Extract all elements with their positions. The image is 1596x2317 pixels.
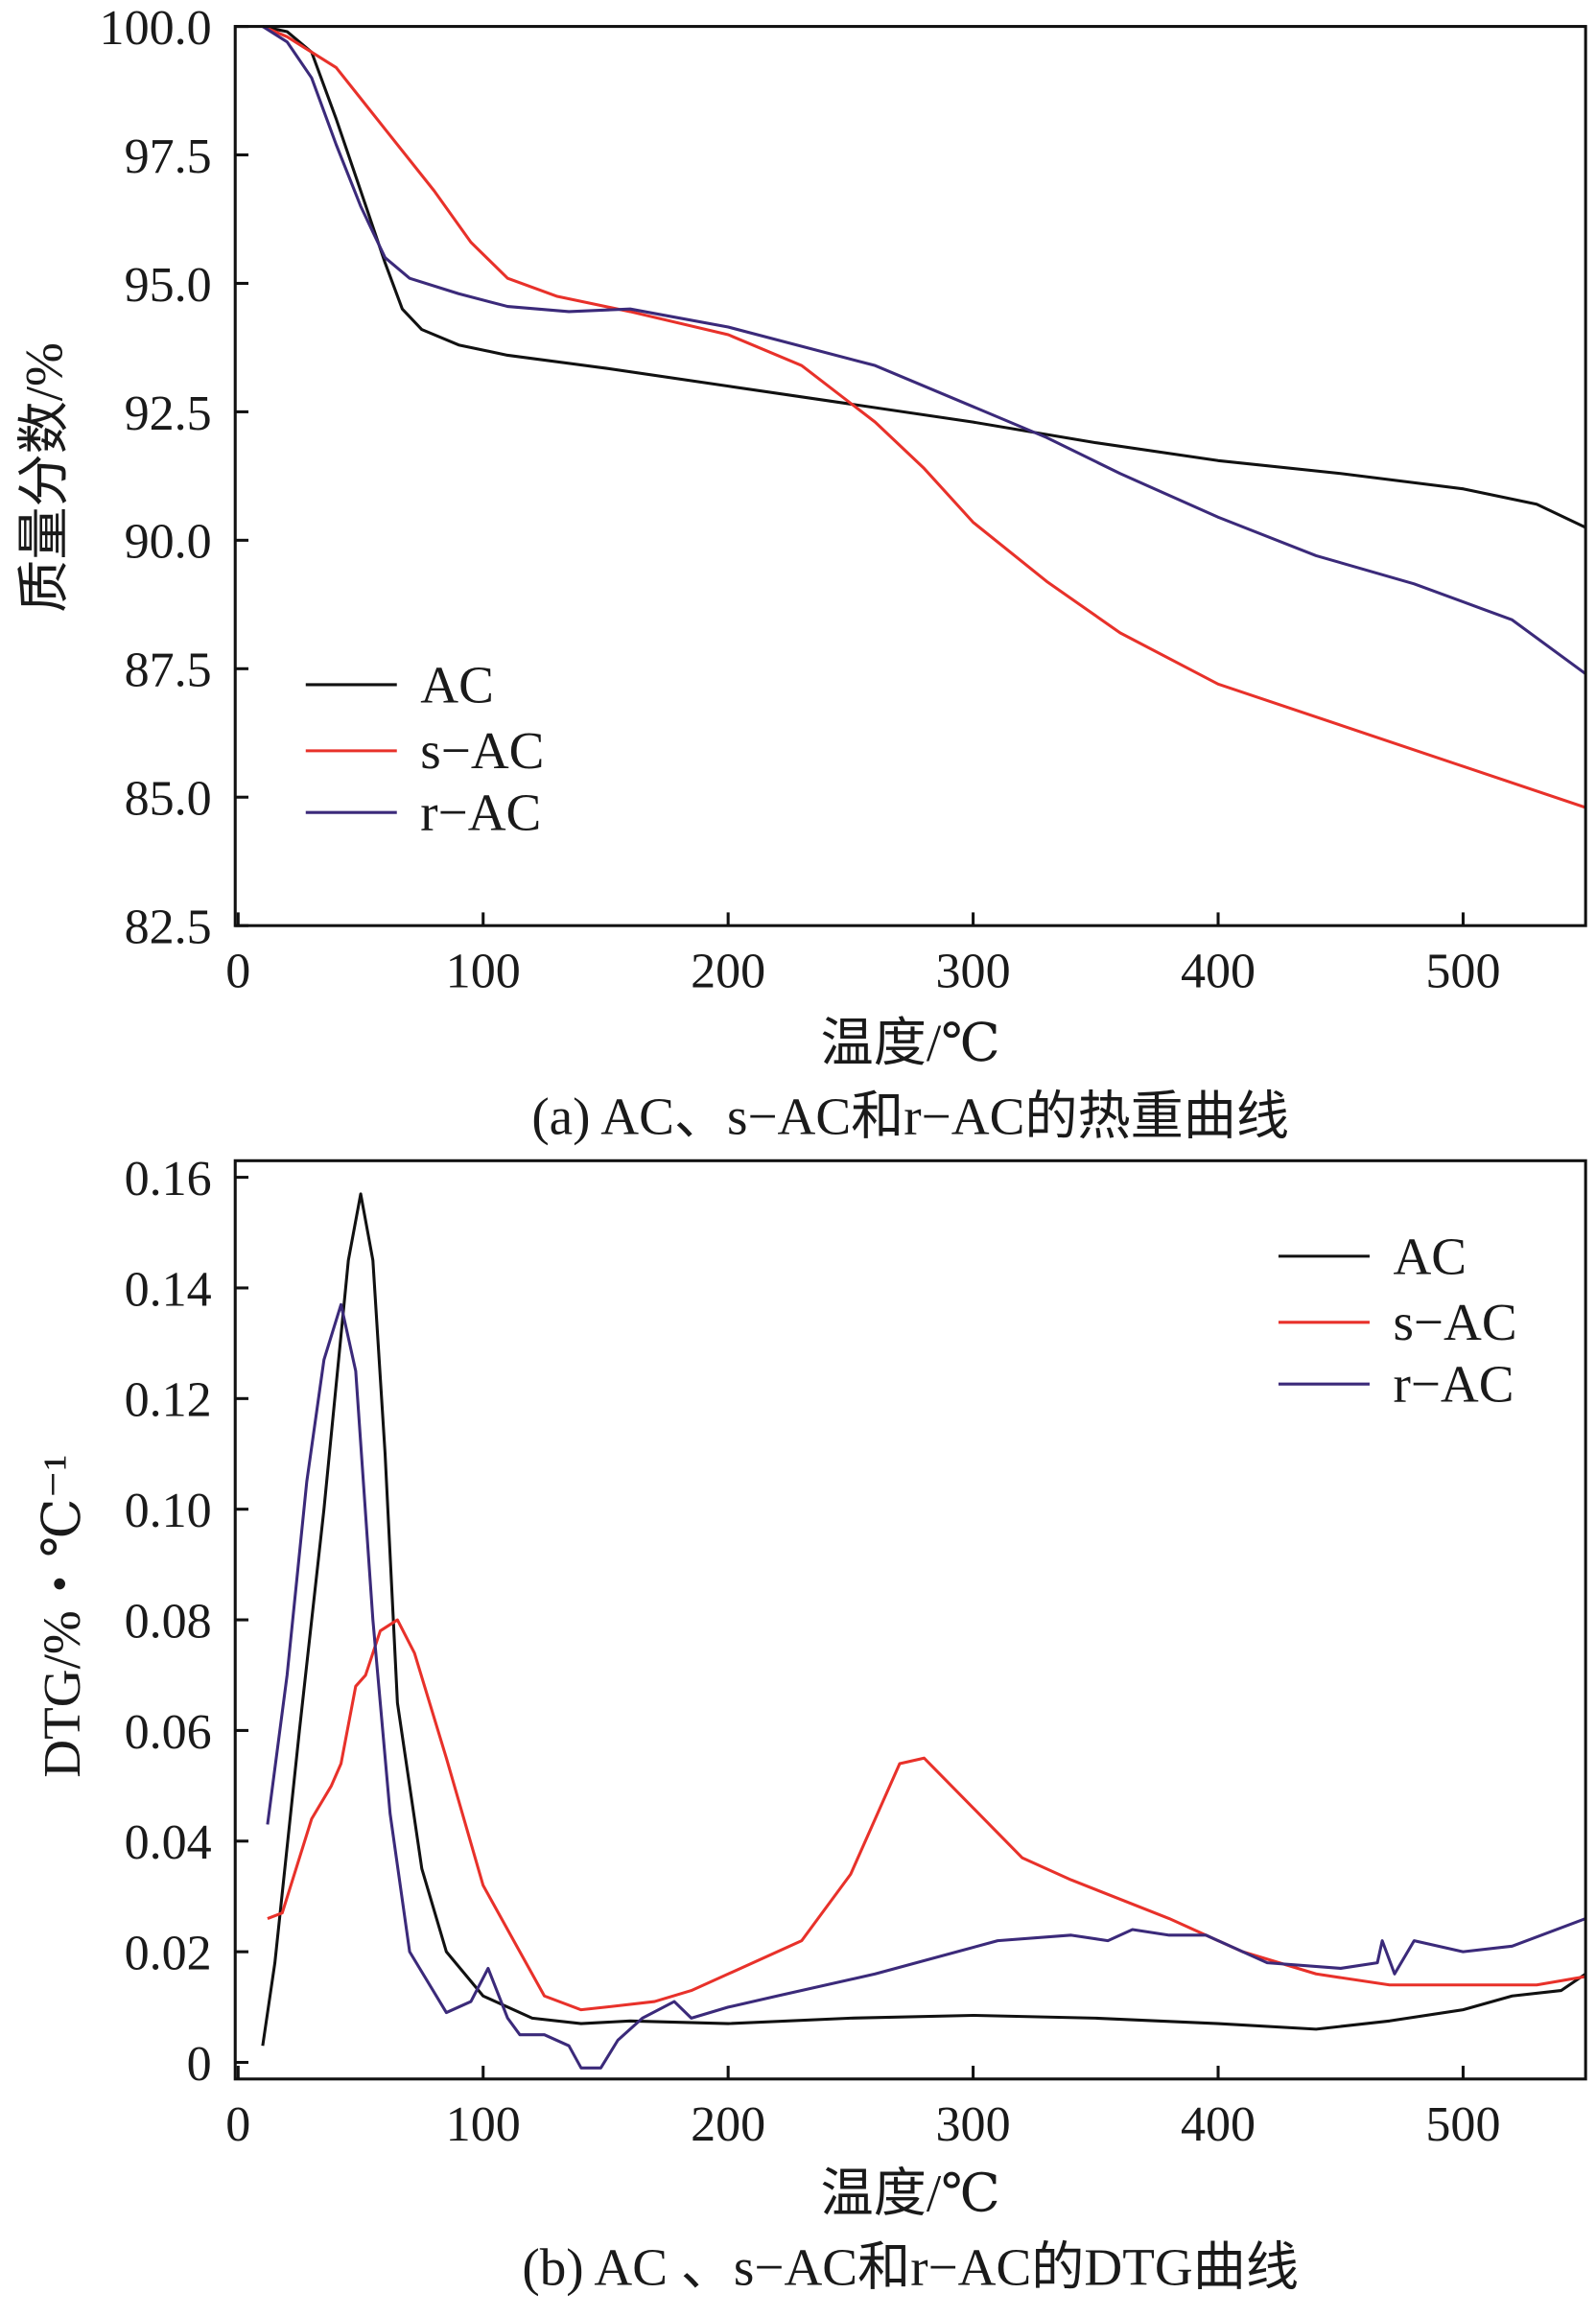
x-tick-label: 100 <box>446 2097 521 2152</box>
series-line-sac <box>262 25 1586 809</box>
y-tick-label: 0.04 <box>125 1815 212 1870</box>
x-tick-label: 500 <box>1425 945 1500 999</box>
y-tick-label: 0 <box>187 2037 212 2092</box>
legend-label: s−AC <box>1393 1293 1516 1351</box>
x-axis-label: 温度/℃ <box>821 1014 1000 1072</box>
legend-label: AC <box>1393 1227 1467 1285</box>
x-tick-label: 0 <box>225 2097 250 2152</box>
x-tick-label: 500 <box>1425 2097 1500 2152</box>
y-axis-label: DTG/%・℃⁻¹ <box>33 1455 91 1778</box>
x-tick-label: 200 <box>691 945 765 999</box>
x-axis-label: 温度/℃ <box>821 2165 1000 2223</box>
x-tick-label: 100 <box>446 945 521 999</box>
series-line-sac <box>267 1618 1586 2012</box>
y-tick-label: 87.5 <box>125 644 212 698</box>
y-tick-label: 92.5 <box>125 386 212 441</box>
y-tick-label: 0.14 <box>125 1262 212 1317</box>
x-tick-label: 300 <box>936 945 1011 999</box>
x-tick-label: 200 <box>691 2097 765 2152</box>
tg-chart: 0 100 200 300 400 500 82.5 85.0 87.5 90.0 92.5 95.0… <box>14 1 1587 1146</box>
x-tick-label: 300 <box>936 2097 1011 2152</box>
y-tick-label: 0.02 <box>125 1927 212 1981</box>
dtg-chart: 0 100 200 300 400 500 0 0.02 0.04 0.06 0.08 0.10 0.1… <box>33 1152 1587 2296</box>
y-tick-label: 0.08 <box>125 1594 212 1649</box>
y-tick-label: 82.5 <box>125 901 212 955</box>
series-line-ac <box>262 25 1586 529</box>
y-tick-label: 95.0 <box>125 258 212 313</box>
y-tick-label: 90.0 <box>125 515 212 570</box>
legend-label: AC <box>420 655 494 714</box>
legend-label: s−AC <box>420 721 544 780</box>
x-tick-label: 400 <box>1181 2097 1256 2152</box>
figure-caption: (a) AC、s−AC和r−AC的热重曲线 <box>531 1088 1289 1146</box>
y-tick-label: 97.5 <box>125 129 212 184</box>
plot-frame <box>233 25 1587 927</box>
y-tick-label: 0.12 <box>125 1373 212 1428</box>
x-tick-label: 400 <box>1181 945 1256 999</box>
legend-label: r−AC <box>1393 1355 1514 1414</box>
series-line-rac <box>262 25 1587 675</box>
y-tick-label: 100.0 <box>100 1 212 56</box>
y-tick-label: 0.16 <box>125 1152 212 1206</box>
y-tick-label: 0.06 <box>125 1705 212 1760</box>
figure-caption: (b) AC 、s−AC和r−AC的DTG曲线 <box>522 2237 1299 2296</box>
y-tick-label: 0.10 <box>125 1484 212 1538</box>
x-tick-label: 0 <box>225 945 250 999</box>
y-axis-label: 质量分数/% <box>14 342 73 613</box>
y-tick-label: 85.0 <box>125 772 212 827</box>
legend-label: r−AC <box>420 784 541 842</box>
series-line-rac <box>266 1302 1586 2070</box>
series-line-ac <box>261 1192 1587 2047</box>
